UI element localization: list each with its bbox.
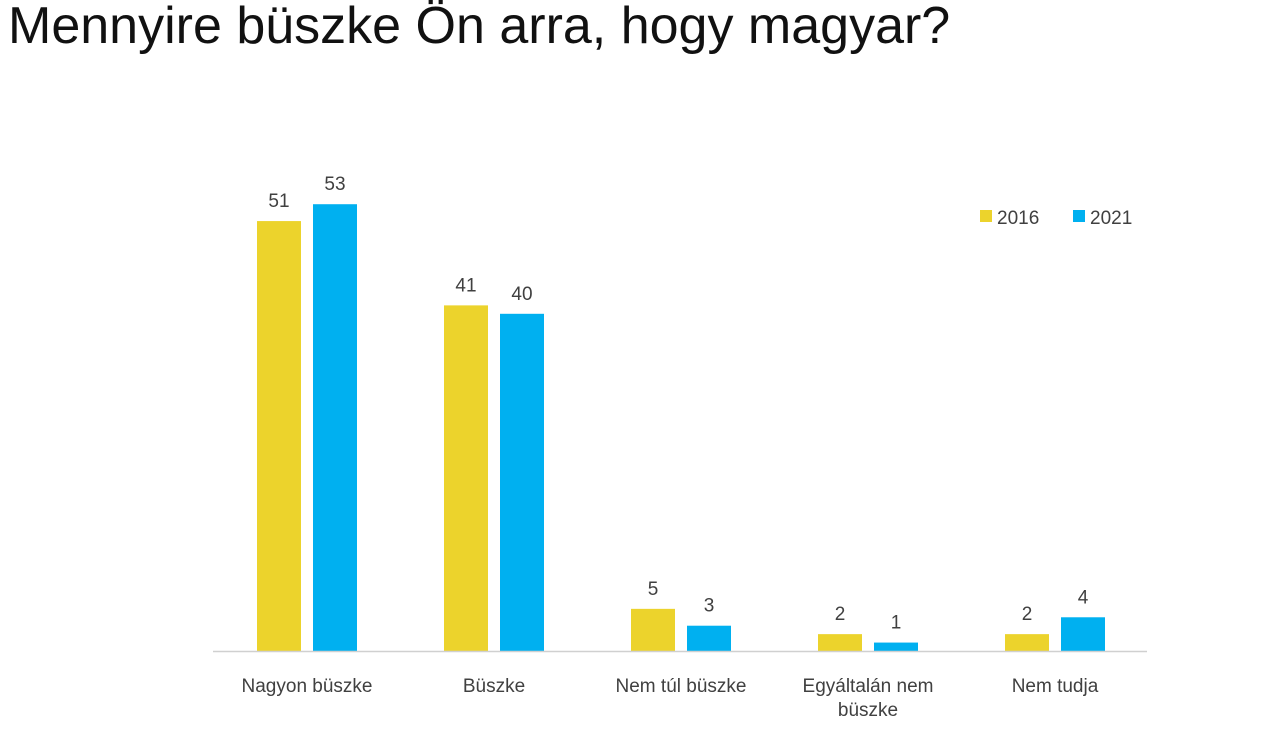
legend: 2016 2021 [980,208,1132,229]
data-label-2016-4: 2 [835,604,846,625]
bars-layer [257,204,1105,651]
bar-2016-2 [444,305,488,651]
category-label-3: Nem túl büszke [616,676,747,697]
data-label-2021-5: 4 [1078,587,1089,608]
legend-swatch-2016 [980,210,992,222]
data-label-2021-3: 3 [704,596,715,617]
data-label-2021-2: 40 [511,284,532,305]
data-label-2016-2: 41 [455,275,476,296]
legend-label-2021: 2021 [1090,208,1132,229]
bar-2021-1 [313,204,357,651]
category-label-1: Nagyon büszke [242,676,373,697]
bar-2016-3 [631,608,675,651]
data-label-2016-5: 2 [1022,604,1033,625]
category-labels-layer: Nagyon büszke Büszke Nem túl büszke Egyálta… [242,676,1099,721]
category-label-5: Nem tudja [1012,676,1099,697]
page-title: Mennyire büszke Ön arra, hogy magyar? [8,0,951,55]
data-label-2016-3: 5 [648,579,659,600]
bar-2021-2 [500,313,544,651]
category-label-2: Büszke [463,676,525,697]
data-label-2016-1: 51 [268,191,289,212]
bar-2021-4 [874,642,918,651]
bar-2021-5 [1061,617,1105,651]
data-label-2021-4: 1 [891,613,902,634]
bar-2016-1 [257,221,301,651]
legend-swatch-2021 [1073,210,1085,222]
data-label-2021-1: 53 [324,174,345,195]
bar-2016-5 [1005,634,1049,651]
category-label-4: Egyáltalán nem büszke [803,676,934,721]
bar-2016-4 [818,634,862,651]
legend-label-2016: 2016 [997,208,1039,229]
bar-2021-3 [687,625,731,651]
data-labels-layer: 51 41 5 2 2 53 40 3 1 4 [268,174,1088,633]
